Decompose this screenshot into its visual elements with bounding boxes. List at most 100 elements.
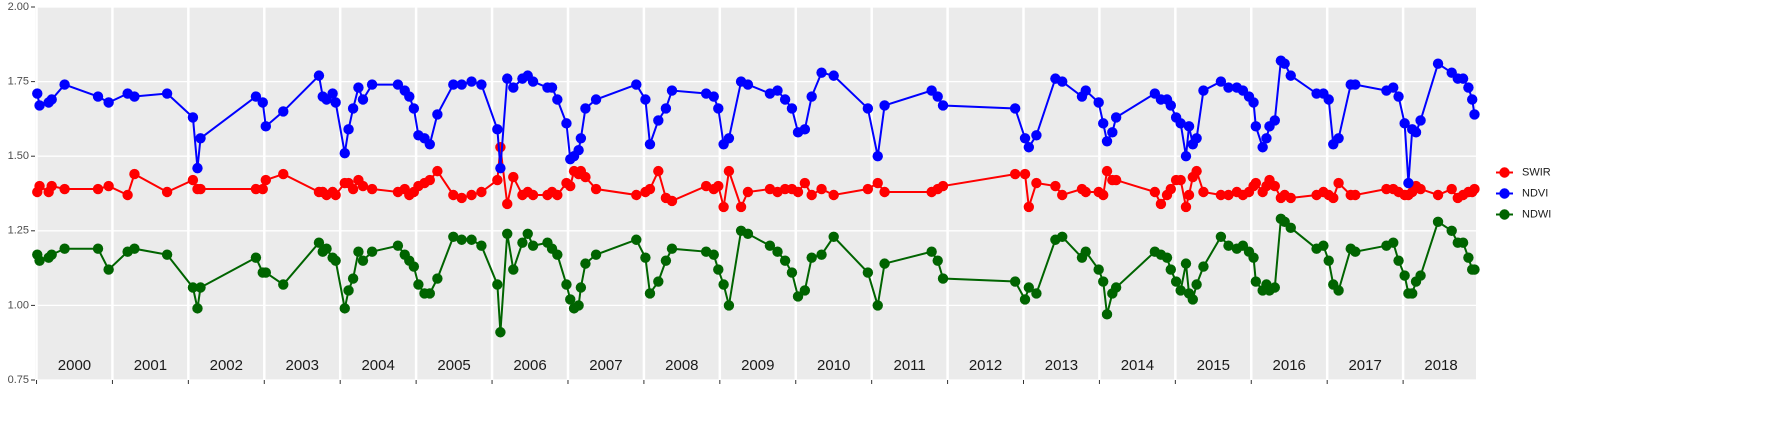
data-point xyxy=(1446,225,1457,236)
legend-marker xyxy=(1499,167,1510,178)
data-point xyxy=(713,264,724,275)
data-point xyxy=(34,255,45,266)
data-point xyxy=(1009,276,1021,287)
data-point xyxy=(1080,85,1091,96)
data-point xyxy=(1410,127,1422,138)
data-point xyxy=(1269,282,1281,293)
data-point xyxy=(1009,168,1021,180)
data-point xyxy=(1019,168,1031,180)
data-point xyxy=(1175,118,1186,129)
data-point xyxy=(631,234,642,245)
data-point xyxy=(392,79,404,90)
data-point xyxy=(552,94,563,105)
data-point xyxy=(1215,231,1227,242)
data-point xyxy=(1098,276,1109,287)
data-point xyxy=(508,82,519,93)
y-tick-label: 1.75 xyxy=(8,76,29,88)
data-point xyxy=(1101,165,1113,177)
data-point xyxy=(1009,103,1021,114)
data-point xyxy=(495,327,506,338)
data-point xyxy=(718,201,729,213)
data-point xyxy=(580,103,591,114)
data-point xyxy=(799,124,811,135)
data-point xyxy=(34,100,45,111)
data-point xyxy=(565,294,576,305)
data-point xyxy=(561,118,572,129)
data-point xyxy=(46,180,57,192)
data-point xyxy=(735,201,747,213)
data-point xyxy=(1285,192,1296,204)
data-point xyxy=(708,249,719,260)
data-point xyxy=(1198,186,1209,198)
data-point xyxy=(872,300,883,311)
data-point xyxy=(862,267,874,278)
data-point xyxy=(404,91,415,102)
data-point xyxy=(1187,294,1199,305)
data-point xyxy=(508,171,519,183)
data-point xyxy=(1198,261,1209,272)
data-point xyxy=(644,288,656,299)
data-point xyxy=(448,79,459,90)
data-point xyxy=(495,142,506,153)
data-point xyxy=(92,243,104,254)
data-point xyxy=(448,231,459,242)
data-point xyxy=(1031,288,1042,299)
y-tick-label: 0.75 xyxy=(8,374,29,386)
data-point xyxy=(1469,183,1480,195)
data-point xyxy=(1388,237,1399,248)
data-point xyxy=(103,180,114,192)
data-point xyxy=(347,273,359,284)
data-point xyxy=(59,243,70,254)
data-point xyxy=(862,103,874,114)
data-point xyxy=(343,285,354,296)
data-point xyxy=(644,183,656,195)
data-point xyxy=(339,148,350,159)
year-label: 2018 xyxy=(1424,357,1457,374)
year-label: 2011 xyxy=(893,357,925,374)
data-point xyxy=(1080,186,1091,198)
data-point xyxy=(330,189,341,201)
data-point xyxy=(502,73,513,84)
data-point xyxy=(1463,252,1474,263)
data-point xyxy=(1257,142,1268,153)
data-point xyxy=(1057,231,1068,242)
data-point xyxy=(424,174,435,186)
data-point xyxy=(1170,276,1182,287)
data-point xyxy=(590,249,602,260)
data-point xyxy=(187,112,199,123)
data-point xyxy=(666,195,678,207)
data-point xyxy=(718,279,729,290)
data-point xyxy=(187,174,199,186)
data-point xyxy=(779,255,791,266)
data-point xyxy=(432,165,443,177)
data-point xyxy=(313,70,325,81)
data-point xyxy=(1107,127,1118,138)
y-tick-label: 1.00 xyxy=(8,299,29,311)
data-point xyxy=(644,139,656,150)
data-point xyxy=(1183,121,1195,132)
data-point xyxy=(879,100,890,111)
data-point xyxy=(492,124,503,135)
data-point xyxy=(1110,174,1122,186)
data-point xyxy=(1098,189,1109,201)
data-point xyxy=(1469,264,1480,275)
data-point xyxy=(1248,252,1259,263)
data-point xyxy=(742,228,754,239)
data-point xyxy=(408,103,420,114)
data-point xyxy=(527,189,539,201)
data-point xyxy=(1350,189,1361,201)
data-point xyxy=(653,115,664,126)
data-point xyxy=(1407,288,1418,299)
data-point xyxy=(1093,264,1104,275)
data-point xyxy=(278,106,289,117)
data-point xyxy=(129,168,140,180)
data-point xyxy=(1388,82,1399,93)
year-label: 2006 xyxy=(513,357,546,374)
data-point xyxy=(1057,76,1068,87)
data-point xyxy=(1403,177,1414,189)
data-point xyxy=(466,234,477,245)
data-point xyxy=(456,234,467,245)
data-point xyxy=(432,273,443,284)
data-point xyxy=(590,94,602,105)
data-point xyxy=(257,97,268,108)
